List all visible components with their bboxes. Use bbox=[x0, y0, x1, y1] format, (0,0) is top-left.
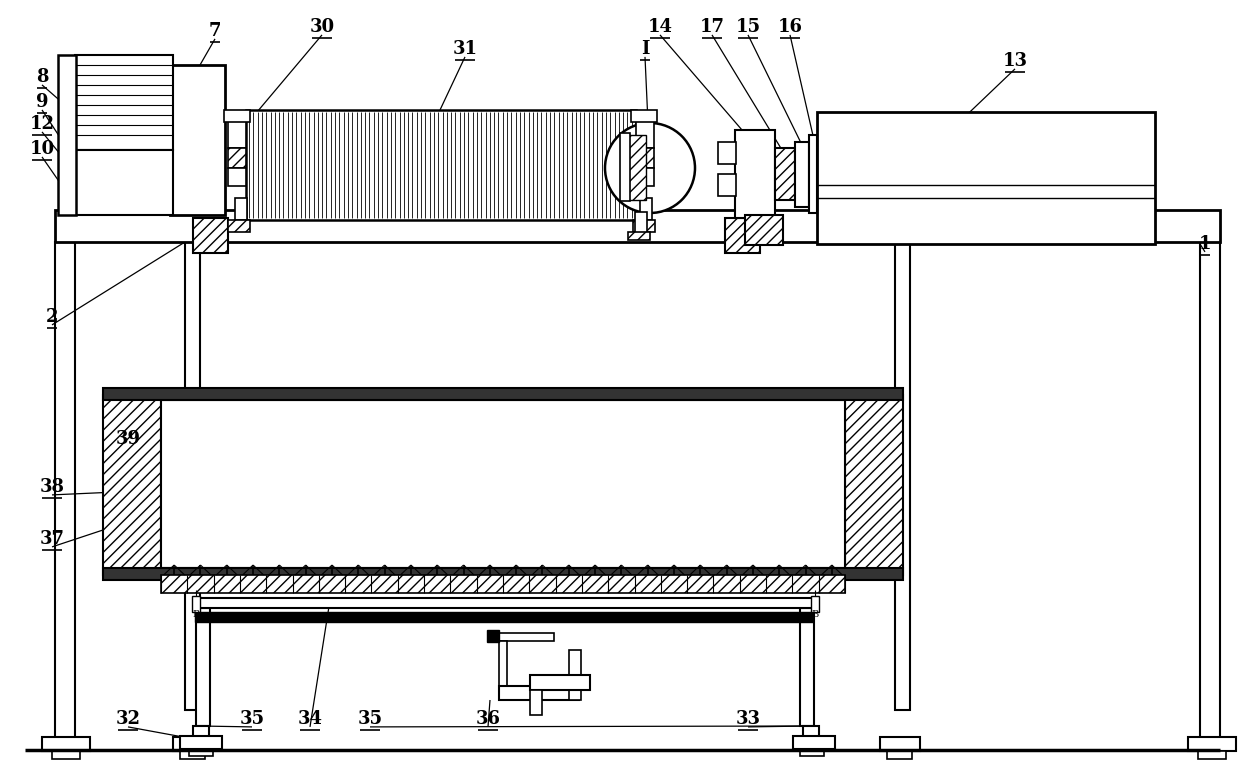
Bar bbox=[627, 232, 650, 240]
Bar bbox=[725, 218, 760, 253]
Bar bbox=[228, 168, 246, 186]
Bar bbox=[808, 135, 817, 213]
Bar bbox=[195, 598, 813, 608]
Bar bbox=[236, 198, 247, 220]
Bar bbox=[632, 220, 655, 232]
Bar bbox=[635, 212, 647, 234]
Text: 14: 14 bbox=[647, 18, 672, 36]
Bar bbox=[228, 220, 250, 232]
Bar bbox=[529, 690, 542, 715]
Bar bbox=[1200, 242, 1220, 750]
Bar bbox=[487, 630, 498, 642]
Bar bbox=[228, 148, 246, 168]
Text: 10: 10 bbox=[30, 140, 55, 158]
Bar bbox=[246, 110, 636, 220]
Text: 12: 12 bbox=[30, 115, 55, 133]
Text: B: B bbox=[811, 610, 818, 619]
Bar bbox=[800, 608, 813, 726]
Bar bbox=[1188, 737, 1236, 751]
Bar bbox=[188, 749, 213, 756]
Bar bbox=[627, 135, 646, 200]
Bar bbox=[55, 242, 74, 750]
Bar bbox=[174, 737, 213, 751]
Bar bbox=[58, 55, 76, 215]
Bar bbox=[498, 641, 507, 686]
Bar bbox=[103, 395, 161, 575]
Bar bbox=[224, 110, 250, 122]
Text: 7: 7 bbox=[208, 22, 221, 40]
Bar bbox=[718, 174, 737, 196]
Bar bbox=[636, 168, 653, 186]
Circle shape bbox=[605, 123, 694, 213]
Bar bbox=[42, 737, 91, 751]
Bar bbox=[718, 142, 737, 164]
Bar bbox=[103, 568, 903, 580]
Text: 2: 2 bbox=[46, 308, 58, 326]
Bar bbox=[795, 142, 808, 207]
Bar bbox=[192, 596, 200, 612]
Bar bbox=[161, 400, 844, 568]
Text: 1: 1 bbox=[1199, 235, 1211, 253]
Bar bbox=[195, 612, 813, 622]
Bar bbox=[196, 608, 210, 726]
Bar bbox=[55, 210, 1220, 242]
Bar bbox=[180, 751, 205, 759]
Text: 34: 34 bbox=[298, 710, 322, 728]
Bar bbox=[636, 118, 653, 148]
Text: 35: 35 bbox=[239, 710, 264, 728]
Text: I: I bbox=[641, 40, 650, 58]
Bar bbox=[569, 650, 582, 700]
Bar bbox=[804, 726, 818, 748]
Text: 31: 31 bbox=[453, 40, 477, 58]
Bar bbox=[895, 242, 910, 710]
Text: 38: 38 bbox=[40, 478, 64, 496]
Text: 16: 16 bbox=[777, 18, 802, 36]
Bar bbox=[887, 751, 911, 759]
Bar bbox=[735, 130, 775, 218]
Bar bbox=[52, 751, 81, 759]
Text: 13: 13 bbox=[1002, 52, 1028, 70]
Text: 8: 8 bbox=[36, 68, 48, 86]
Text: B: B bbox=[192, 610, 200, 619]
Bar bbox=[170, 65, 224, 215]
Text: 30: 30 bbox=[310, 18, 335, 36]
Bar bbox=[193, 726, 210, 748]
Text: 36: 36 bbox=[475, 710, 501, 728]
Bar bbox=[103, 388, 903, 400]
Text: 15: 15 bbox=[735, 18, 760, 36]
Text: 33: 33 bbox=[735, 710, 760, 728]
Bar bbox=[185, 242, 200, 710]
Text: 37: 37 bbox=[40, 530, 64, 548]
Bar bbox=[1198, 751, 1226, 759]
Bar bbox=[775, 148, 795, 200]
Text: 9: 9 bbox=[36, 93, 48, 111]
Bar bbox=[620, 133, 630, 201]
Bar bbox=[529, 675, 590, 690]
Text: 35: 35 bbox=[357, 710, 383, 728]
Bar bbox=[161, 575, 844, 593]
Bar bbox=[640, 198, 652, 220]
Bar bbox=[74, 150, 174, 215]
Bar bbox=[631, 110, 657, 122]
Bar bbox=[180, 736, 222, 749]
Bar bbox=[811, 596, 818, 612]
Bar bbox=[745, 215, 782, 245]
Bar bbox=[817, 112, 1154, 244]
Bar bbox=[228, 118, 246, 148]
Bar bbox=[844, 395, 903, 575]
Text: 17: 17 bbox=[699, 18, 724, 36]
Bar bbox=[794, 736, 835, 749]
Bar bbox=[880, 737, 920, 751]
Bar bbox=[800, 749, 825, 756]
Text: 39: 39 bbox=[115, 430, 140, 448]
Bar bbox=[498, 686, 579, 700]
Bar bbox=[193, 218, 228, 253]
Text: 32: 32 bbox=[115, 710, 140, 728]
Bar bbox=[74, 55, 174, 150]
Bar bbox=[636, 148, 653, 168]
Bar bbox=[498, 633, 554, 641]
